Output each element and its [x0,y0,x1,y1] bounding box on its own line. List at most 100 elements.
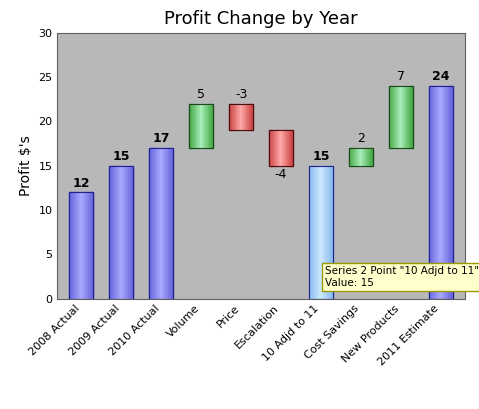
Bar [309,166,310,299]
Bar [435,86,436,299]
Bar [368,148,369,166]
Bar [110,166,111,299]
Bar [128,166,129,299]
Bar [153,148,154,299]
Bar [155,148,156,299]
Bar [281,130,282,166]
Bar [76,192,77,299]
Bar [283,130,284,166]
Bar [197,103,198,148]
Bar [160,148,161,299]
Bar [318,166,319,299]
Bar [192,103,193,148]
Bar [291,130,292,166]
Bar [403,86,404,148]
Bar [72,192,73,299]
Bar [404,86,405,148]
Bar [208,103,209,148]
Bar [434,86,435,299]
Bar [288,130,289,166]
Bar [273,130,274,166]
Bar [89,192,90,299]
Bar [129,166,130,299]
Bar [364,148,365,166]
Bar [365,148,366,166]
Bar [398,86,399,148]
Bar [452,86,453,299]
Bar [316,166,317,299]
Bar [437,86,438,299]
Bar [206,103,207,148]
Bar [149,148,150,299]
Bar [207,103,208,148]
Bar [292,130,293,166]
Bar [269,130,293,166]
Bar [249,103,250,130]
Bar [289,130,290,166]
Bar [280,130,281,166]
Bar [232,103,233,130]
Bar [92,192,93,299]
Bar [196,103,197,148]
Bar [111,166,112,299]
Bar [229,103,253,130]
Bar [229,103,230,130]
Bar [117,166,118,299]
Bar [86,192,87,299]
Bar [429,86,453,299]
Bar [433,86,434,299]
Bar [164,148,165,299]
Bar [243,103,244,130]
Bar [112,166,113,299]
Bar [440,86,441,299]
Bar [203,103,204,148]
Bar [109,166,133,299]
Bar [410,86,411,148]
Bar [332,166,333,299]
Bar [212,103,213,148]
Bar [359,148,360,166]
Bar [322,166,323,299]
Bar [311,166,312,299]
Bar [429,86,453,299]
Bar [230,103,231,130]
Bar [272,130,273,166]
Bar [126,166,127,299]
Bar [286,130,287,166]
Bar [69,192,93,299]
Bar [447,86,448,299]
Bar [75,192,76,299]
Bar [229,103,253,130]
Bar [394,86,395,148]
Bar [231,103,232,130]
Bar [195,103,196,148]
Bar [276,130,277,166]
Bar [114,166,115,299]
Bar [211,103,212,148]
Bar [361,148,362,166]
Bar [170,148,171,299]
Text: 15: 15 [312,150,330,163]
Bar [152,148,153,299]
Text: 7: 7 [397,70,405,83]
Bar [432,86,433,299]
Bar [402,86,403,148]
Bar [241,103,242,130]
Bar [282,130,283,166]
Bar [450,86,451,299]
Bar [439,86,440,299]
Bar [150,148,151,299]
Bar [124,166,125,299]
Bar [360,148,361,166]
Bar [127,166,128,299]
Bar [309,166,333,299]
Bar [397,86,398,148]
Bar [442,86,443,299]
Bar [287,130,288,166]
Bar [209,103,210,148]
Bar [328,166,329,299]
Bar [109,166,110,299]
Bar [327,166,328,299]
Bar [85,192,86,299]
Text: 12: 12 [73,177,90,189]
